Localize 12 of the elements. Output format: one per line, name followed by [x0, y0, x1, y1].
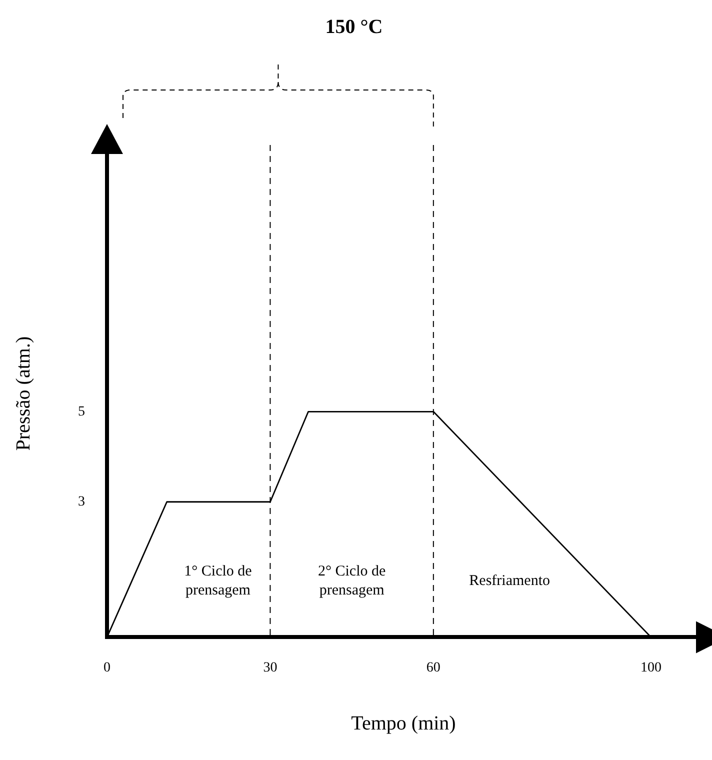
- x-tick-label: 0: [104, 660, 110, 676]
- annotation: 1° Ciclo de prensagem: [184, 564, 252, 599]
- annotation: Resfriamento: [469, 573, 550, 590]
- x-tick-label: 60: [426, 660, 440, 676]
- x-tick-label: 100: [640, 660, 662, 676]
- chart-title: 150 °C: [325, 16, 383, 38]
- y-tick-label: 3: [78, 494, 85, 510]
- y-tick-label: 5: [78, 404, 85, 420]
- x-axis-title: Tempo (min): [351, 712, 456, 734]
- x-tick-label: 30: [263, 660, 278, 676]
- annotation: 2° Ciclo de prensagem: [318, 564, 386, 599]
- y-axis-title: Pressão (atm.): [12, 336, 34, 451]
